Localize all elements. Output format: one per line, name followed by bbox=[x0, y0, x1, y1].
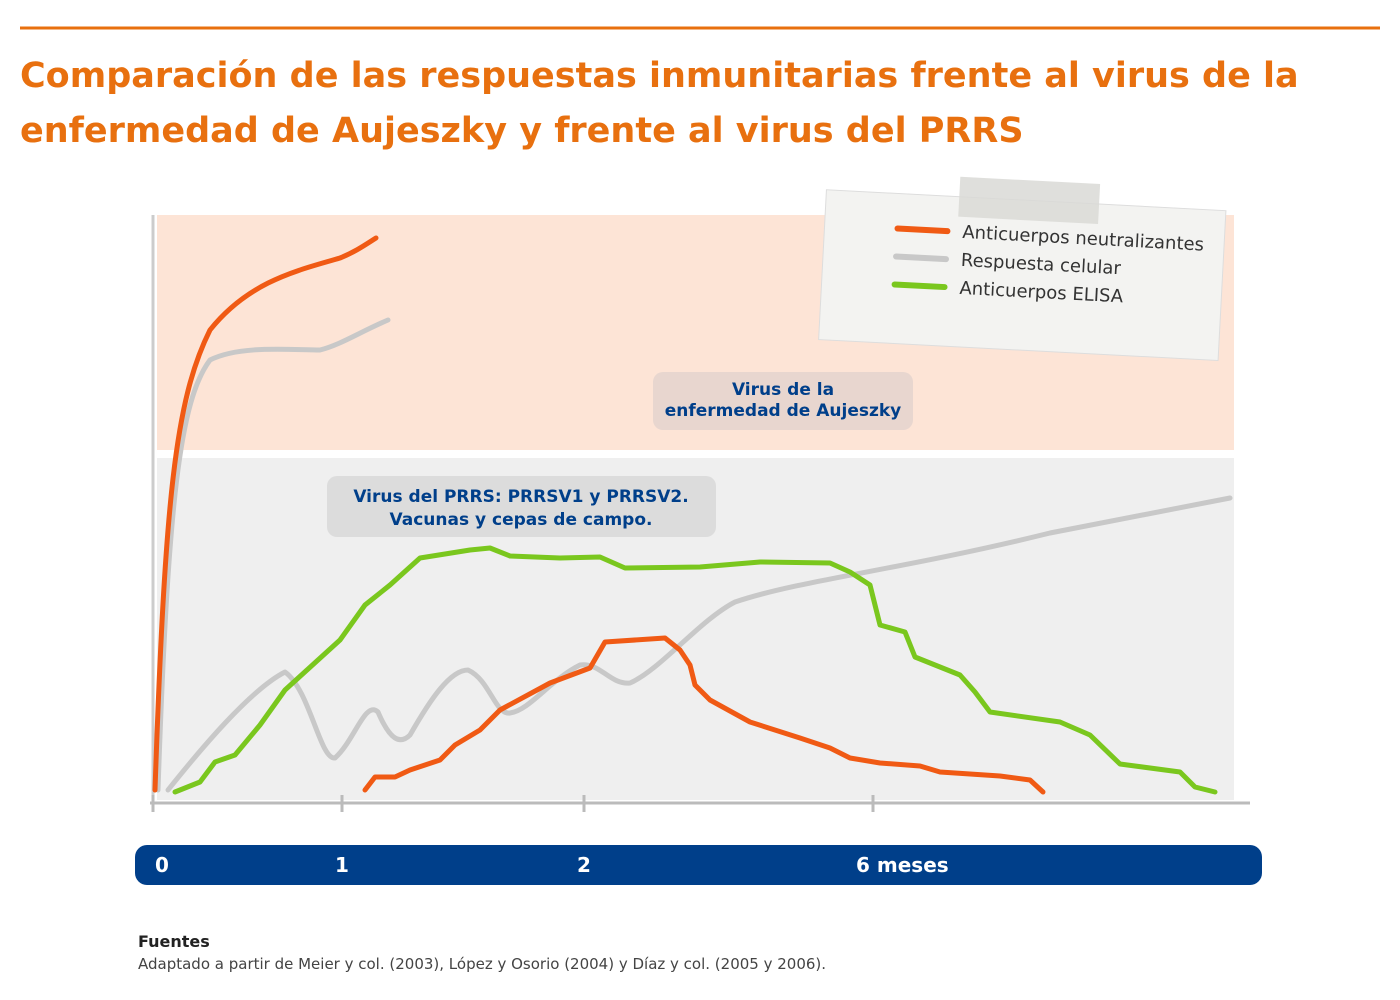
timeline-label: 1 bbox=[335, 853, 349, 877]
region-label-box bbox=[327, 476, 716, 537]
curve-cellular-prrs bbox=[165, 495, 1233, 793]
axis-ticks bbox=[151, 795, 875, 812]
title-line: Comparación de las respuestas inmunitari… bbox=[20, 56, 1299, 96]
curve-cellular-aujeszky bbox=[155, 317, 391, 793]
timeline-label: 6 meses bbox=[856, 853, 949, 877]
region-label-box bbox=[653, 372, 913, 430]
timeline-label: 2 bbox=[577, 853, 591, 877]
legend-swatch bbox=[893, 253, 949, 263]
region-label: Virus del PRRS: PRRSV1 y PRRSV2. bbox=[353, 487, 688, 507]
legend-swatch bbox=[894, 225, 951, 235]
region-label: enfermedad de Aujeszky bbox=[665, 401, 902, 421]
region-label: Vacunas y cepas de campo. bbox=[390, 510, 653, 530]
timeline-bar bbox=[135, 845, 1262, 885]
curve-neutralizing-prrs bbox=[362, 635, 1046, 795]
sources-text: Adaptado a partir de Meier y col. (2003)… bbox=[138, 955, 826, 973]
title-line: enfermedad de Aujeszky y frente al virus… bbox=[20, 111, 1024, 151]
curve-elisa-prrs bbox=[172, 545, 1218, 795]
timeline-label: 0 bbox=[155, 853, 169, 877]
curve-neutralizing-aujeszky bbox=[152, 235, 379, 793]
region-label: Virus de la bbox=[732, 380, 834, 400]
sources-heading: Fuentes bbox=[138, 932, 210, 951]
legend-tape bbox=[958, 176, 1101, 225]
legend-swatch bbox=[891, 281, 948, 291]
